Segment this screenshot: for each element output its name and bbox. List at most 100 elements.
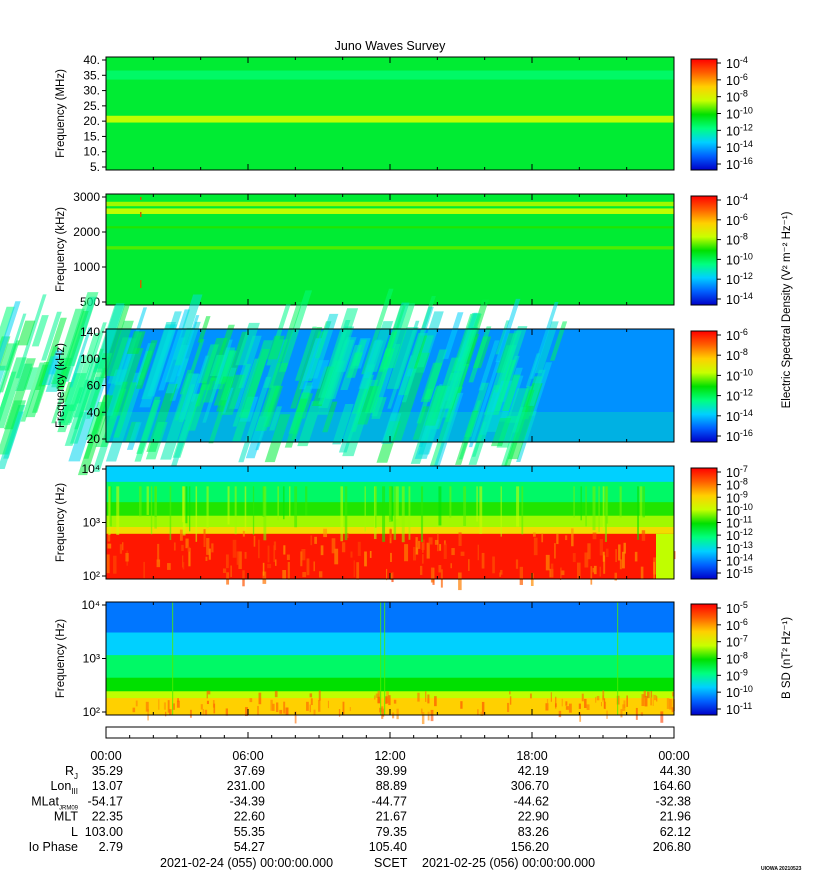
y-tick-label: 40: [87, 405, 101, 419]
spectrogram-speck: [435, 540, 439, 545]
ephemeris-row-label: Io Phase: [29, 840, 78, 854]
colorbar-tick-label: 10-10: [726, 684, 753, 700]
y-tick-label: 30.: [83, 84, 100, 98]
spectrogram-speck: [571, 528, 573, 546]
spectrogram-speck: [206, 486, 208, 528]
spectrogram-speck: [637, 486, 639, 540]
spectrogram-speck: [434, 696, 437, 706]
spectrogram-speck: [275, 559, 276, 565]
spectrogram-speck: [268, 546, 270, 563]
spectrogram-speck: [108, 486, 110, 535]
colorbar-tick-label: 10-5: [726, 600, 748, 616]
spectrogram-speck: [136, 701, 138, 707]
spectrogram-speck: [593, 568, 595, 572]
spectrogram-speck: [573, 553, 576, 562]
spectrogram-speck: [561, 570, 564, 575]
ephemeris-value: 22.90: [518, 810, 549, 824]
spectrogram-speck: [226, 572, 229, 584]
spectrogram-speck: [389, 529, 391, 538]
spectrogram-speck: [342, 542, 345, 552]
spectrogram-speck: [421, 486, 423, 542]
ephemeris-value: 164.60: [653, 779, 691, 793]
ephemeris-value: 83.26: [518, 825, 549, 839]
spectrogram-speck: [394, 700, 396, 704]
spectrogram-speck: [459, 532, 462, 546]
spectrogram-speck: [233, 540, 237, 558]
spectrogram-speck: [650, 698, 651, 706]
spectrogram-spike: [384, 602, 385, 715]
spectrogram-speck: [477, 709, 479, 715]
spectrogram-speck: [201, 704, 203, 709]
spectrogram-speck: [306, 702, 309, 711]
spectrogram-speck: [382, 486, 385, 542]
spectrogram-speck: [253, 486, 254, 535]
footer-end-time: 2021-02-25 (056) 00:00:00.000: [422, 856, 595, 871]
y-tick-label: 20: [87, 432, 101, 446]
spectrogram-speck: [615, 549, 617, 562]
spectrogram-speck: [501, 486, 502, 536]
colorbar-tick-label: 10-12: [726, 122, 753, 138]
spectrogram-speck: [551, 692, 552, 702]
spectrogram-speck: [449, 486, 451, 517]
spectrogram-speck: [294, 486, 297, 527]
spectrogram-panel: 500100020003000Frequency (kHz)10-410-610…: [55, 190, 753, 309]
colorbar-tick-label: 10-9: [726, 667, 748, 683]
y-tick-label: 100: [80, 352, 100, 366]
spectrogram-speck: [243, 531, 245, 537]
spectrogram-speck: [642, 530, 645, 541]
spectrogram-speck: [429, 537, 433, 544]
colorbar: [691, 59, 717, 170]
ephemeris-value: 44.30: [660, 764, 691, 778]
spectrogram-speck: [267, 564, 271, 568]
spectrogram-speck: [606, 486, 608, 523]
spectrogram-speck: [402, 486, 405, 542]
spectrogram-speck: [409, 486, 411, 539]
y-tick-label: 10²: [83, 569, 100, 583]
ephemeris-value: -44.62: [514, 794, 549, 808]
spectrogram-speck: [170, 486, 172, 540]
spectrogram-speck: [358, 542, 361, 556]
spectrogram-speck: [431, 710, 434, 721]
spectrogram-speck: [593, 533, 597, 540]
spectrogram-speck: [259, 693, 262, 705]
spectrogram-spike: [380, 602, 381, 715]
spectrogram-speck: [187, 547, 189, 552]
spectrogram-speck: [492, 557, 495, 574]
spectrogram-speck: [375, 486, 377, 527]
colorbar: [691, 331, 717, 442]
spectrogram-speck: [207, 691, 208, 699]
y-tick-label: 140: [80, 325, 100, 339]
ephemeris-value: 13.07: [92, 779, 123, 793]
colorbar-tick-label: 10-12: [726, 388, 753, 404]
colorbar-tick-label: 10-6: [726, 72, 748, 88]
spectrogram-speck: [310, 705, 311, 713]
spectrogram-speck: [396, 709, 398, 719]
spectrogram-speck: [565, 701, 567, 705]
spectrogram-speck: [601, 702, 602, 706]
y-tick-label: 10⁴: [81, 462, 100, 476]
spectrogram-speck: [577, 563, 581, 579]
ephemeris-value: 103.00: [85, 825, 123, 839]
spectrogram-speck: [509, 691, 510, 694]
spectrogram-speck: [642, 486, 645, 517]
colorbar-tick-label: 10-10: [726, 367, 753, 383]
spectrogram-speck: [310, 693, 312, 697]
ephemeris-value: 105.40: [369, 840, 407, 854]
spectrogram-speck: [205, 710, 207, 715]
ephemeris-value: 88.89: [376, 779, 407, 793]
colorbar: [691, 468, 717, 579]
spectrogram-speck: [237, 551, 240, 564]
spectrogram-speck: [554, 543, 555, 558]
spectrogram-speck: [516, 486, 519, 526]
spectrogram-speck: [427, 694, 429, 703]
spectrogram-speck: [319, 690, 321, 700]
y-axis-label: Frequency (kHz): [55, 343, 67, 428]
spectrogram-speck: [107, 554, 110, 573]
spectrogram-speck: [623, 543, 625, 554]
spectrogram-speck: [660, 711, 663, 722]
ephemeris-value: 156.20: [511, 840, 549, 854]
footer-stamp: UIOWA 20210523: [761, 866, 801, 872]
spectrogram-speck: [144, 562, 145, 578]
spectrogram-speck: [390, 553, 392, 562]
spectrogram-speck: [209, 549, 211, 560]
